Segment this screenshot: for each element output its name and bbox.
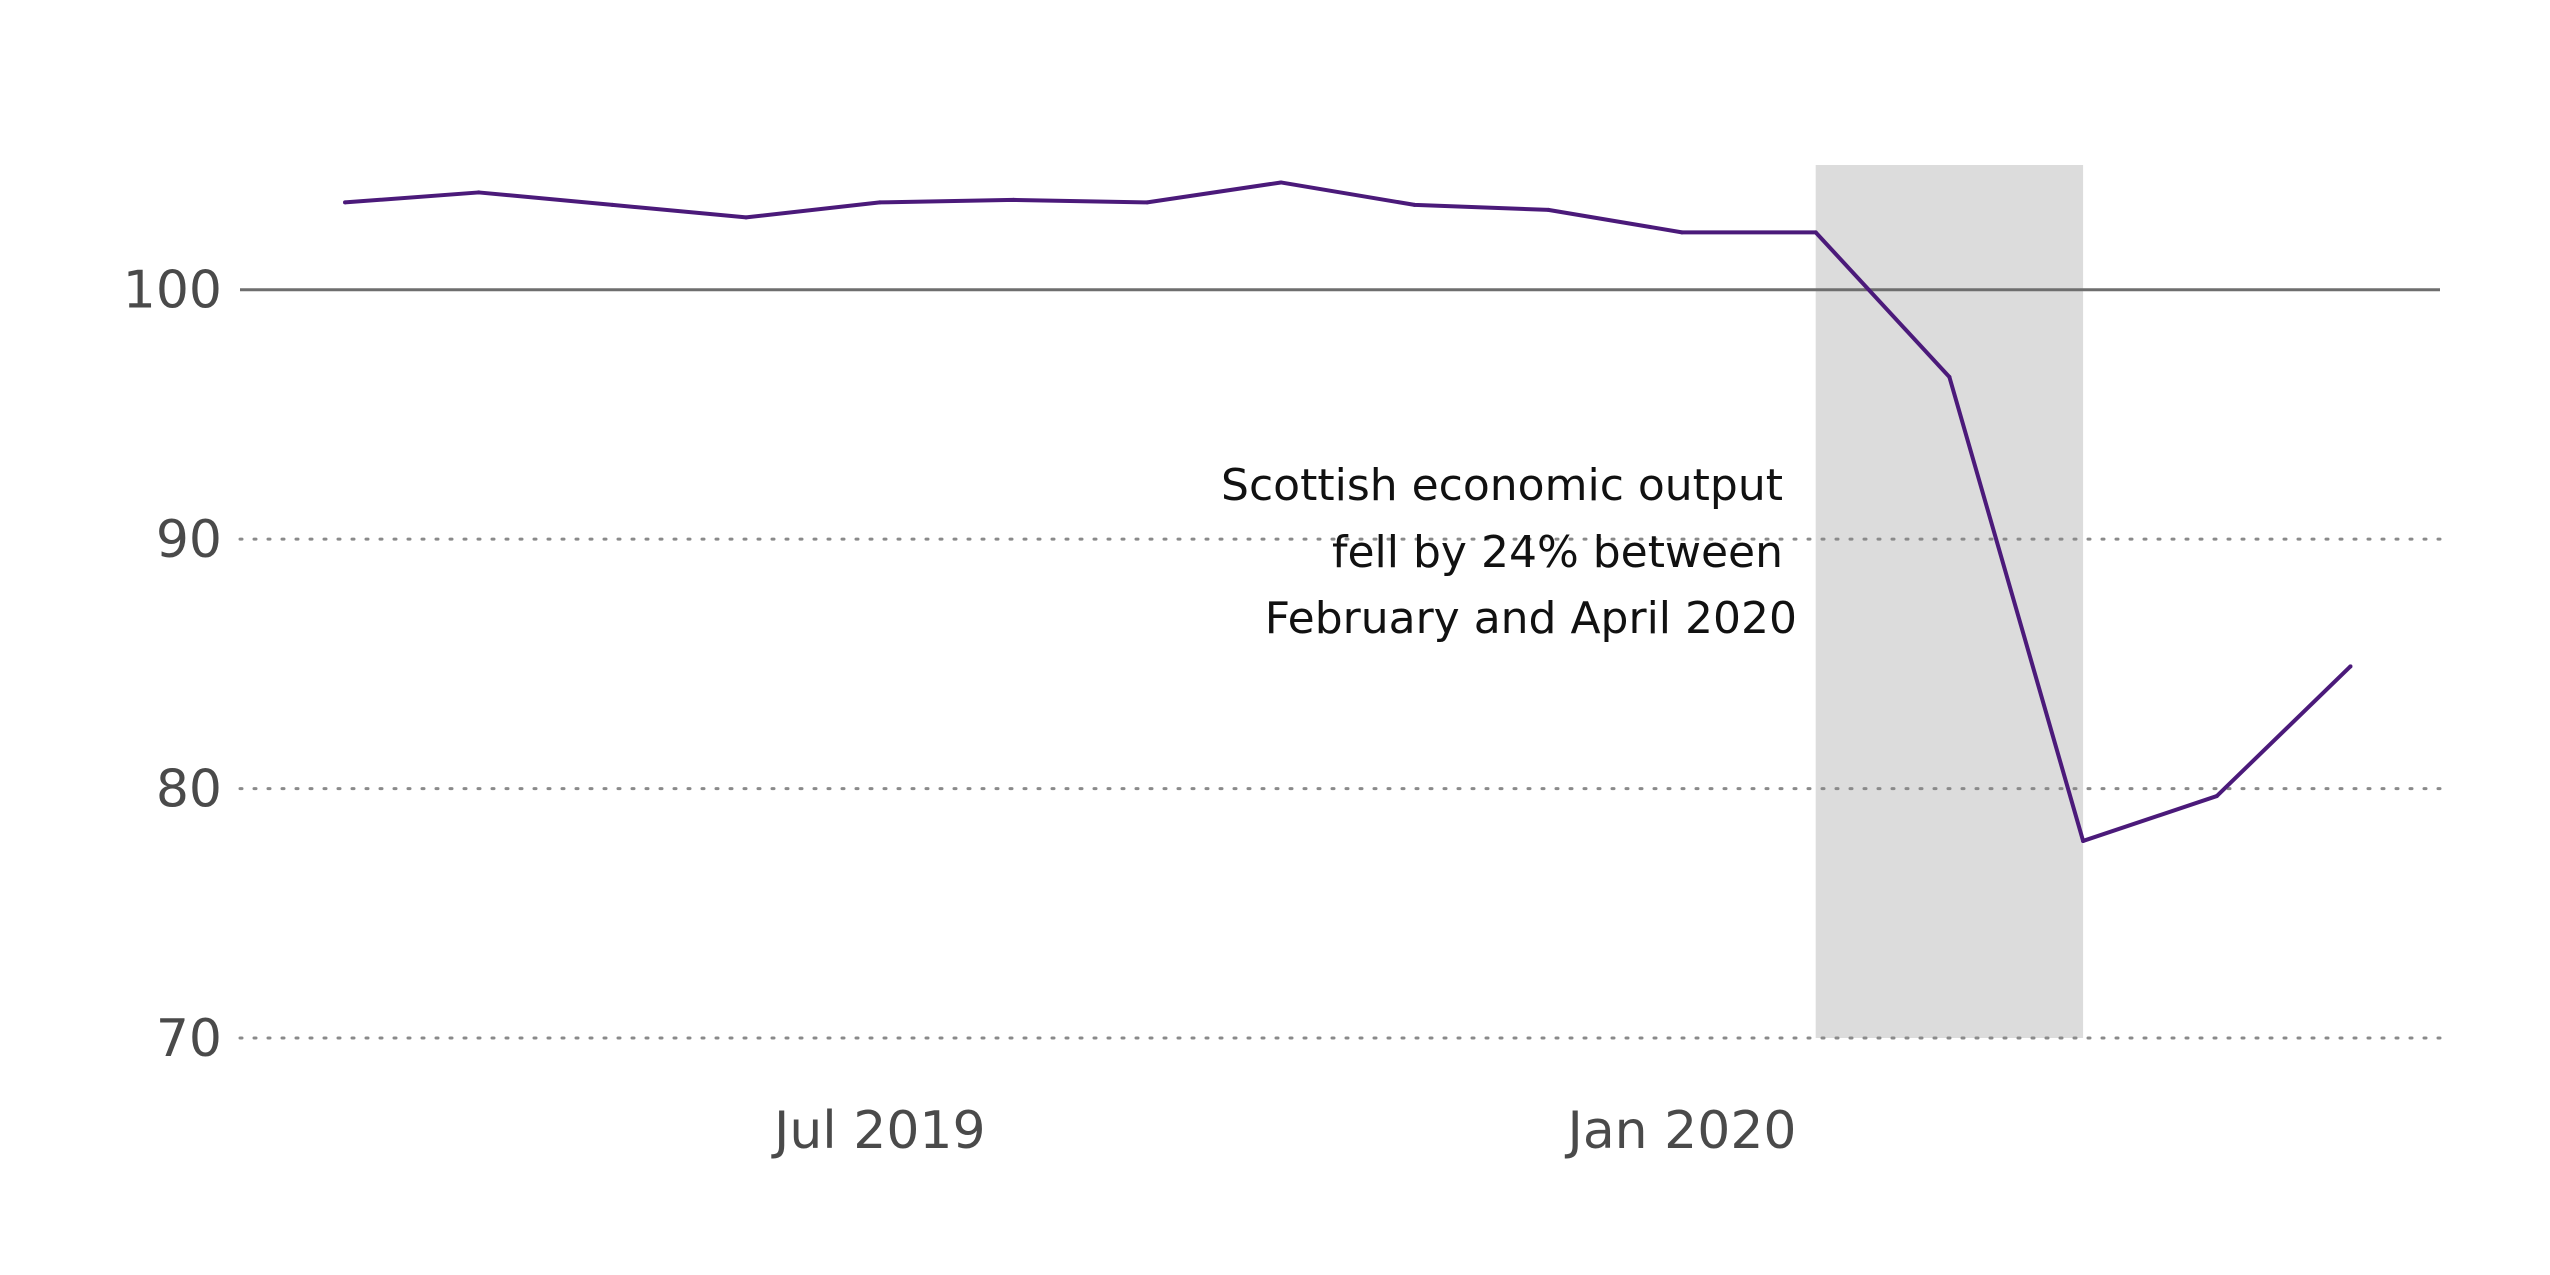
data-point-2: [610, 202, 615, 207]
data-point-1: [476, 190, 481, 195]
y-tick-label-90: 90: [156, 510, 222, 570]
annotation-line-3: February and April 2020: [1265, 593, 1797, 644]
y-axis: 70 80 90 100: [123, 261, 222, 1069]
data-point-3: [744, 215, 749, 220]
annotation-line-1: Scottish economic output: [1221, 460, 1783, 511]
y-tick-label-80: 80: [156, 760, 222, 820]
data-point-4: [877, 200, 882, 205]
y-tick-label-70: 70: [156, 1009, 222, 1069]
x-tick-label-1: Jan 2020: [1564, 1101, 1796, 1161]
shaded-period-layer: [1815, 165, 2084, 1038]
series-layer: [343, 180, 2353, 843]
shaded-period: [1815, 165, 2084, 1038]
data-point-9: [1546, 207, 1551, 212]
data-point-12: [1947, 375, 1952, 380]
data-point-15: [2348, 664, 2353, 669]
y-tick-label-100: 100: [123, 261, 222, 321]
data-point-7: [1278, 180, 1283, 185]
data-point-0: [343, 200, 347, 205]
data-point-14: [2214, 794, 2219, 799]
data-point-11: [1813, 230, 1818, 235]
annotation-text: Scottish economic output fell by 24% bet…: [1221, 460, 1797, 644]
data-point-10: [1680, 230, 1684, 235]
data-point-13: [2081, 838, 2086, 843]
x-axis: Jul 2019 Jan 2020: [771, 1101, 1797, 1161]
data-point-5: [1011, 197, 1016, 202]
annotation-line-2: fell by 24% between: [1332, 527, 1783, 578]
x-tick-label-0: Jul 2019: [771, 1101, 986, 1161]
series-line: [344, 180, 2352, 843]
gridlines: [238, 288, 2442, 1040]
data-point-8: [1412, 202, 1417, 207]
data-point-6: [1145, 200, 1150, 205]
